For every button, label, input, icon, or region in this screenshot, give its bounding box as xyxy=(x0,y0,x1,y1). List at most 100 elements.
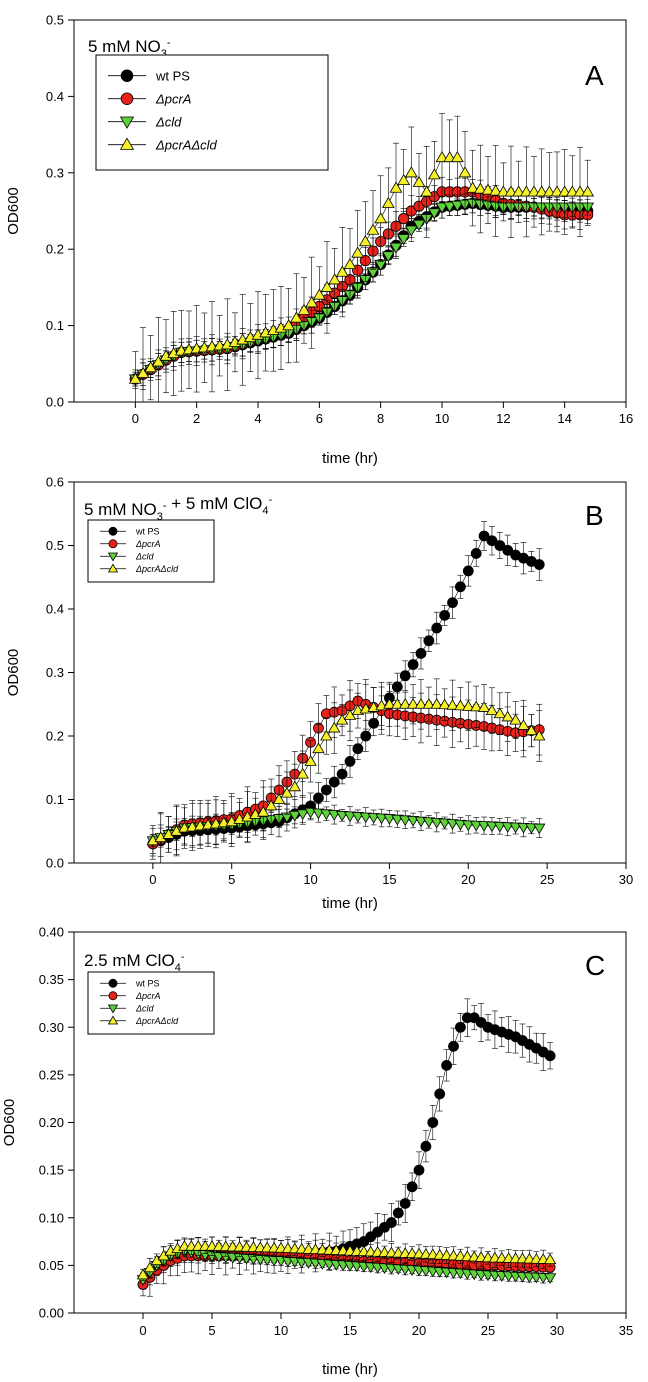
data-point xyxy=(328,810,341,821)
legend-label: Δcld xyxy=(135,551,155,561)
y-tick-label: 0.40 xyxy=(39,925,64,940)
series-3 xyxy=(136,1236,557,1281)
data-point xyxy=(502,544,514,556)
x-tick-label: 0 xyxy=(139,1323,146,1338)
data-point xyxy=(443,151,457,163)
plot-frame xyxy=(73,19,627,403)
y-tick-label: 0.05 xyxy=(39,1258,64,1273)
y-tick-label: 0.30 xyxy=(39,1020,64,1035)
data-point xyxy=(535,185,549,197)
series-3 xyxy=(128,113,595,402)
x-tick-label: 5 xyxy=(228,872,235,887)
data-point xyxy=(343,257,357,270)
condition-subscript: 3 xyxy=(161,48,167,60)
data-point xyxy=(430,697,443,709)
data-point xyxy=(517,719,530,730)
condition-text: 5 mM NO xyxy=(84,500,157,519)
panel-a: 0 2 4 6 8 10 12 14 16 0.0 0.1 0.2 0.3 0.4 0.5 time (hr)… xyxy=(5,13,633,468)
data-point xyxy=(446,819,459,830)
data-point xyxy=(313,792,324,804)
x-tick-label: 30 xyxy=(619,872,633,887)
legend-marker xyxy=(107,563,119,573)
data-point xyxy=(312,742,325,754)
data-point xyxy=(366,223,380,235)
data-point xyxy=(288,780,301,792)
x-tick-label: 10 xyxy=(274,1323,288,1338)
data-point xyxy=(450,151,464,163)
data-point xyxy=(383,697,396,709)
data-point xyxy=(389,242,403,254)
data-point xyxy=(397,173,411,186)
data-point xyxy=(288,810,301,822)
data-point xyxy=(496,185,510,197)
data-point xyxy=(485,704,499,715)
data-point xyxy=(533,823,546,835)
data-point xyxy=(381,251,395,263)
data-point xyxy=(493,707,507,719)
y-tick-label: 0.5 xyxy=(46,13,64,28)
y-tick-label: 0.3 xyxy=(46,665,64,680)
y-tick-label: 0.15 xyxy=(39,1163,64,1178)
y-tick-label: 0.4 xyxy=(46,89,64,104)
x-tick-label: 10 xyxy=(435,411,449,426)
data-point xyxy=(304,755,317,766)
data-point xyxy=(446,699,459,710)
x-tick-label: 14 xyxy=(557,411,571,426)
data-point xyxy=(477,821,491,832)
condition-superscript: - xyxy=(163,500,167,512)
data-point xyxy=(441,1059,453,1071)
data-point xyxy=(358,235,372,247)
data-point xyxy=(434,1088,446,1100)
condition-subscript: 4 xyxy=(262,505,268,517)
data-point xyxy=(543,1273,557,1285)
condition-superscript: - xyxy=(269,494,273,506)
x-tick-label: 30 xyxy=(550,1323,564,1338)
condition-subscript: 3 xyxy=(157,511,163,523)
data-point xyxy=(406,816,420,827)
x-tick-label: 16 xyxy=(619,411,633,426)
condition-text: 2.5 mM ClO xyxy=(84,951,175,970)
data-point xyxy=(399,670,411,682)
data-point xyxy=(454,581,466,593)
data-point xyxy=(525,823,538,835)
data-point xyxy=(431,622,443,634)
legend-marker xyxy=(108,539,118,549)
x-axis-title: time (hr) xyxy=(322,895,378,912)
x-tick-label: 12 xyxy=(496,411,510,426)
y-tick-label: 0.35 xyxy=(39,972,64,987)
data-point xyxy=(558,185,572,197)
condition-title: 5 mM NO3- + 5 mM ClO4- xyxy=(84,494,273,523)
plot-area xyxy=(146,521,546,863)
legend-marker xyxy=(107,552,119,562)
data-point xyxy=(420,185,434,197)
data-point xyxy=(264,799,278,811)
data-point xyxy=(501,822,514,833)
data-point xyxy=(414,697,428,709)
legend-label: wt PS xyxy=(135,526,160,536)
x-tick-label: 35 xyxy=(619,1323,633,1338)
data-point xyxy=(430,817,443,829)
condition-title: 2.5 mM ClO4- xyxy=(84,951,185,974)
data-point xyxy=(397,234,411,246)
data-point xyxy=(344,756,356,767)
y-tick-label: 0.0 xyxy=(46,856,64,871)
data-point xyxy=(427,208,441,220)
y-tick-label: 0.00 xyxy=(39,1306,64,1321)
data-point xyxy=(443,201,457,213)
legend-label: ΔpcrAΔcld xyxy=(135,1016,179,1026)
data-point xyxy=(565,185,579,197)
panel-c: 0 5 10 15 20 25 30 35 0.00 0.05 0.10 0.15 0.20 0.25 0.… xyxy=(1,925,633,1379)
data-point xyxy=(398,213,410,225)
data-point xyxy=(162,828,175,839)
data-point xyxy=(485,821,499,833)
data-point xyxy=(272,793,286,804)
data-point xyxy=(406,1181,418,1193)
legend-marker xyxy=(120,69,134,82)
data-point xyxy=(422,697,436,709)
data-point xyxy=(533,729,546,741)
data-point xyxy=(383,814,396,825)
data-point xyxy=(407,659,419,670)
x-tick-label: 6 xyxy=(316,411,323,426)
